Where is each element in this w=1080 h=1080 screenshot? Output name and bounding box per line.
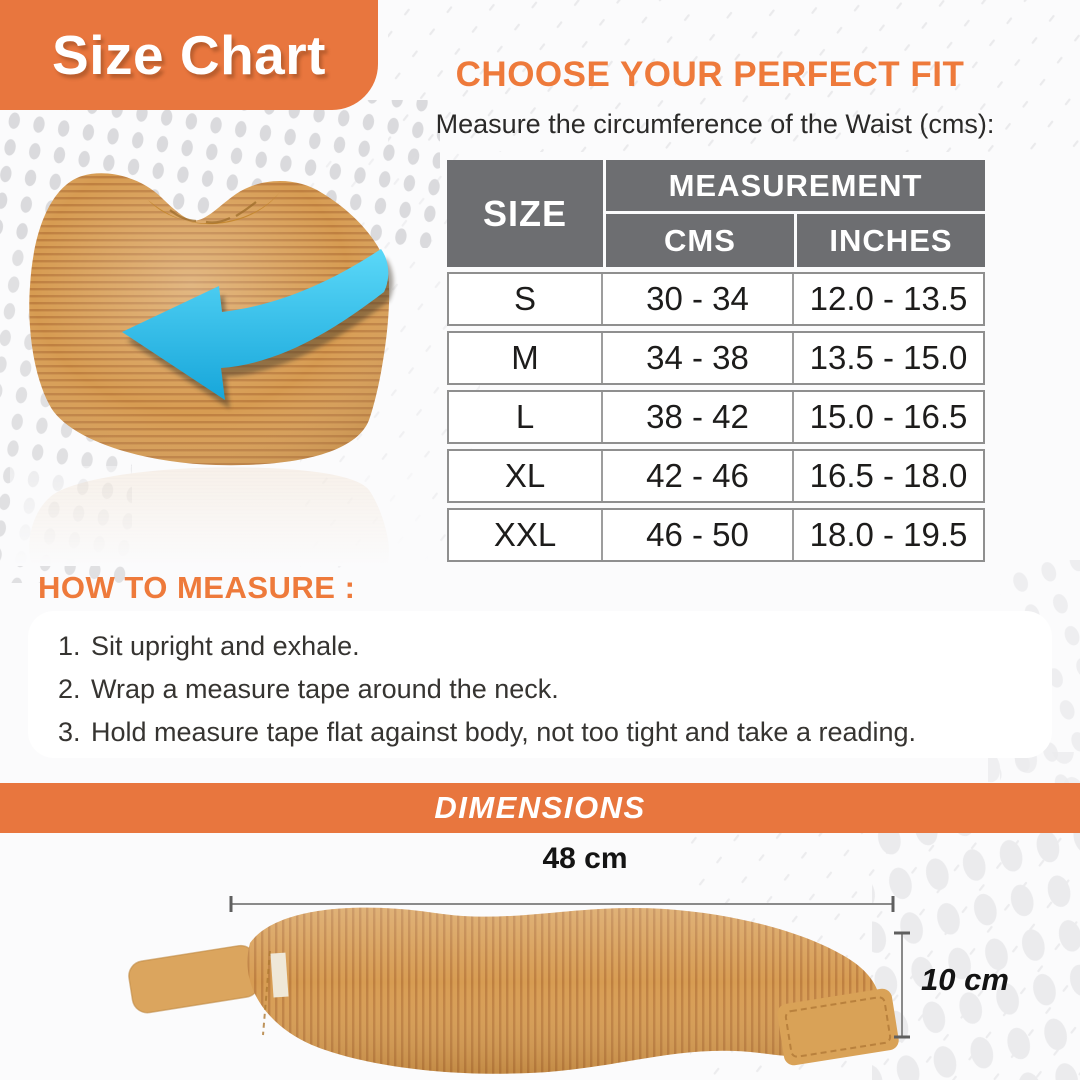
step-number: 3. <box>58 717 81 747</box>
inches-cell: 18.0 - 19.5 <box>792 510 983 560</box>
table-row: XXL 46 - 50 18.0 - 19.5 <box>447 508 985 562</box>
size-table: SIZE MEASUREMENT CMS INCHES S 30 - 34 12… <box>447 160 985 562</box>
how-to-measure-heading: HOW TO MEASURE : <box>38 570 356 605</box>
cms-column-header: CMS <box>606 214 794 267</box>
table-row: M 34 - 38 13.5 - 15.0 <box>447 331 985 385</box>
inches-cell: 15.0 - 16.5 <box>792 392 983 442</box>
fit-subheading: Measure the circumference of the Waist (… <box>435 109 995 139</box>
velcro-patch <box>777 988 899 1066</box>
cms-cell: 46 - 50 <box>601 510 792 560</box>
measure-step: 2. Wrap a measure tape around the neck. <box>58 668 1032 711</box>
dimensions-banner: DIMENSIONS <box>0 783 1080 833</box>
cervical-collar-flat-image <box>128 907 899 1074</box>
inches-cell: 13.5 - 15.0 <box>792 333 983 383</box>
width-dimension-label: 48 cm <box>542 842 628 875</box>
care-label <box>270 952 289 998</box>
cms-cell: 30 - 34 <box>601 274 792 324</box>
height-dimension-line <box>894 931 910 1039</box>
step-text: Hold measure tape flat against body, not… <box>91 717 917 747</box>
table-row: XL 42 - 46 16.5 - 18.0 <box>447 449 985 503</box>
table-row: L 38 - 42 15.0 - 16.5 <box>447 390 985 444</box>
cms-cell: 38 - 42 <box>601 392 792 442</box>
table-row: S 30 - 34 12.0 - 13.5 <box>447 272 985 326</box>
inches-cell: 16.5 - 18.0 <box>792 451 983 501</box>
size-chart-banner: Size Chart <box>0 0 378 110</box>
measure-step: 3. Hold measure tape flat against body, … <box>58 711 1032 754</box>
height-dimension-label: 10 cm <box>921 962 1009 997</box>
size-chart-title: Size Chart <box>52 24 326 86</box>
size-cell: M <box>511 339 539 376</box>
how-to-measure-box: 1. Sit upright and exhale. 2. Wrap a mea… <box>28 611 1052 758</box>
measure-step: 1. Sit upright and exhale. <box>58 625 1032 668</box>
collar-flat-body <box>247 907 881 1074</box>
collar-body <box>29 173 390 466</box>
width-dimension-line <box>229 896 895 912</box>
step-text: Wrap a measure tape around the neck. <box>91 674 559 704</box>
measurement-column-header: MEASUREMENT <box>606 160 985 211</box>
cervical-collar-image <box>10 173 430 566</box>
size-cell: L <box>515 398 535 435</box>
inches-cell: 12.0 - 13.5 <box>792 274 983 324</box>
size-cell: XXL <box>493 516 557 553</box>
size-cell: XL <box>504 457 546 494</box>
cms-cell: 42 - 46 <box>601 451 792 501</box>
curved-arrow-icon <box>122 249 394 409</box>
size-column-header: SIZE <box>447 160 603 267</box>
size-cell: S <box>513 280 536 317</box>
dimensions-title: DIMENSIONS <box>434 790 646 825</box>
step-text: Sit upright and exhale. <box>91 631 360 661</box>
cms-cell: 34 - 38 <box>601 333 792 383</box>
step-number: 2. <box>58 674 81 704</box>
size-table-header: SIZE MEASUREMENT CMS INCHES <box>447 160 985 267</box>
fit-heading: CHOOSE YOUR PERFECT FIT <box>455 55 965 94</box>
step-number: 1. <box>58 631 81 661</box>
velcro-strap-tab <box>128 944 260 1014</box>
inches-column-header: INCHES <box>797 214 985 267</box>
